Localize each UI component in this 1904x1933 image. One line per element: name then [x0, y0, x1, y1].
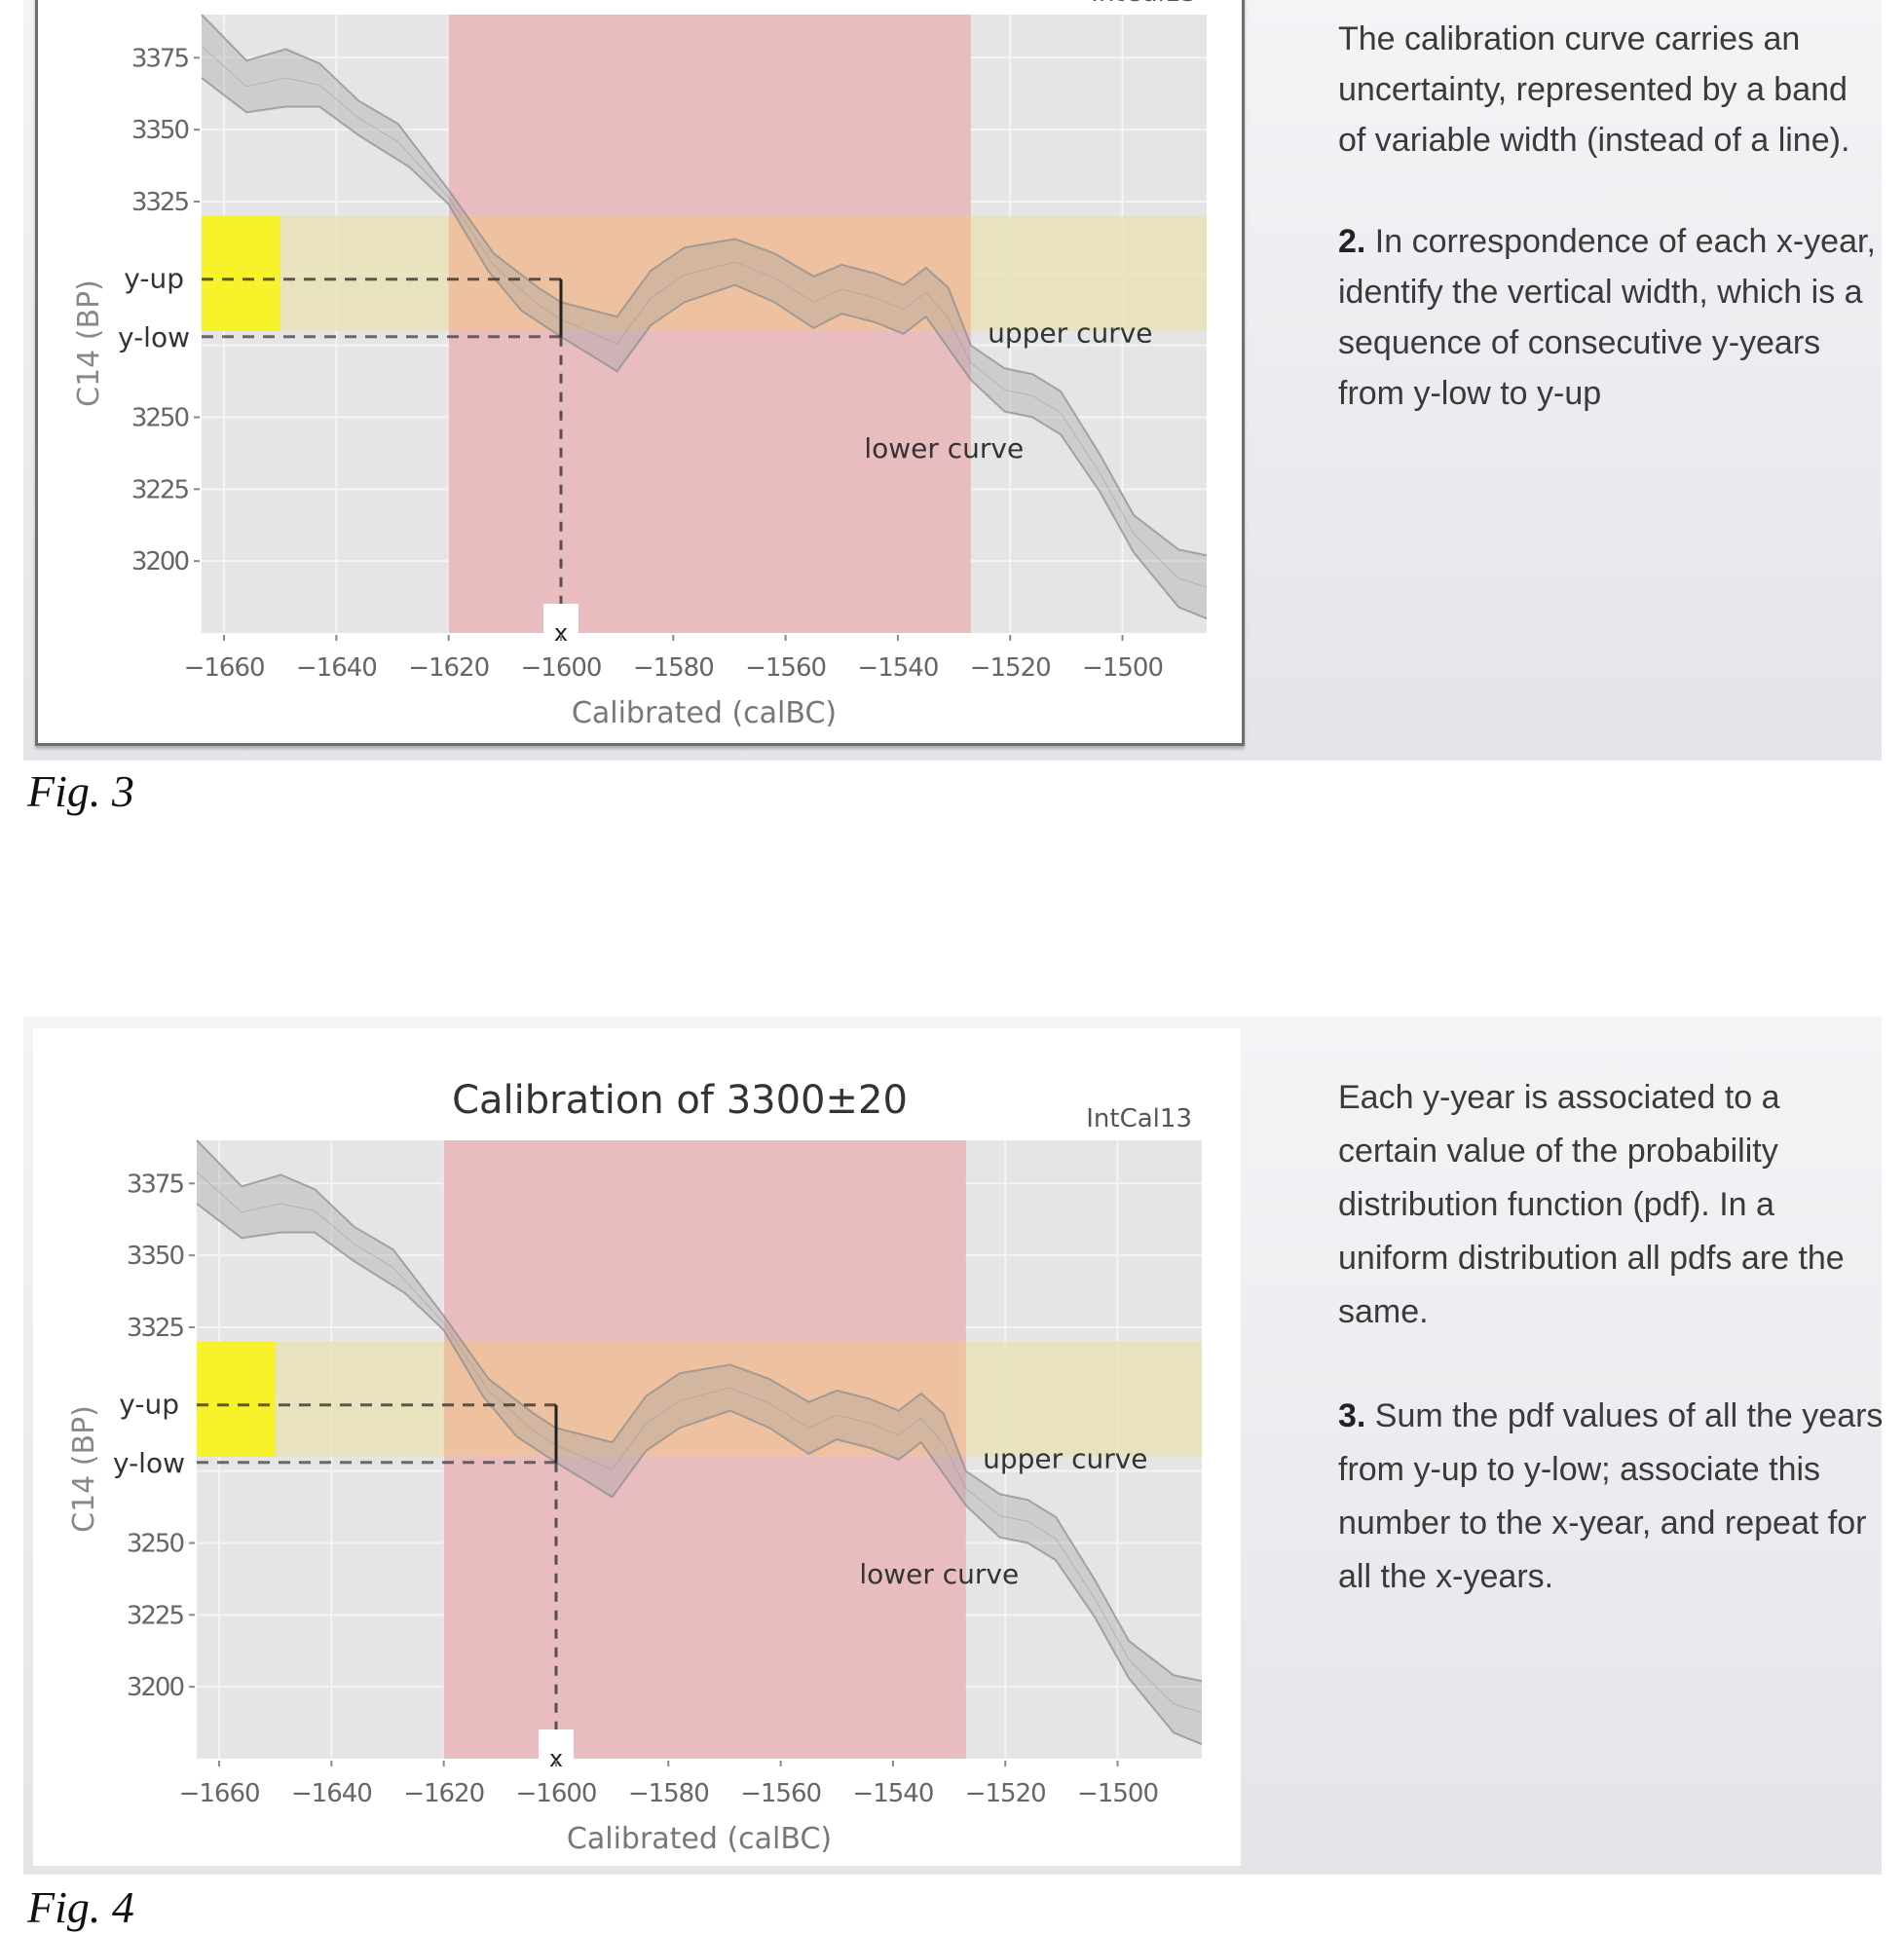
calibration-band — [202, 15, 1207, 619]
y-tick-label: 3200 — [131, 547, 189, 576]
chart-title: Calibration of 3300±20 — [452, 1078, 908, 1123]
x-tick-label: −1560 — [740, 1779, 821, 1808]
x-tick-label: −1600 — [516, 1779, 597, 1808]
x-tick-label: −1560 — [745, 653, 826, 683]
mean-curve-line — [196, 1171, 1203, 1714]
explanation-paragraph: Each y-year is associated to a certain v… — [1338, 1079, 1845, 1330]
y-tick-label: 3200 — [127, 1673, 184, 1702]
y-tick-label: 3225 — [131, 475, 189, 504]
lower-curve-line — [196, 1203, 1203, 1746]
curve-name-label: IntCal13 — [1091, 0, 1197, 8]
y-tick-label: 3225 — [127, 1601, 184, 1630]
figure-3-panel: x y-up y-low upper curve lower curve 3375 3350… — [23, 0, 1882, 761]
step-number: 2. — [1338, 223, 1366, 260]
x-tick-label: −1640 — [296, 653, 377, 683]
y-tick-label: 3250 — [131, 403, 189, 432]
explanation-step-3: 3. Sum the pdf values of all the years f… — [1338, 1397, 1884, 1595]
explanation-step-2: 2. In correspondence of each x-year, ide… — [1338, 223, 1876, 412]
x-tick-label: −1660 — [184, 653, 265, 683]
y-tick-label: 3350 — [127, 1242, 184, 1271]
figure-3-chart: x y-up y-low upper curve lower curve 3375 3350… — [35, 0, 1245, 746]
x-tick-label: −1520 — [965, 1779, 1046, 1808]
figure-4-panel: x y-up y-low upper curve lower curve 3375 3350… — [23, 1017, 1884, 1875]
y-axis-label: C14 (BP) — [72, 279, 106, 407]
y-low-label: y-low — [113, 1447, 185, 1479]
upper-curve-line — [196, 1139, 1203, 1683]
calibration-band — [197, 1140, 1202, 1745]
upper-curve-label: upper curve — [983, 1443, 1147, 1475]
x-marker-label: x — [549, 1745, 563, 1772]
lower-curve-label: lower curve — [859, 1558, 1019, 1590]
measurement-marker — [197, 1341, 276, 1457]
upper-curve-label: upper curve — [988, 317, 1152, 350]
y-tick-label: 3325 — [127, 1314, 184, 1343]
calibration-chart: x y-up y-low upper curve lower curve 3375 3350… — [72, 0, 1208, 730]
x-tick-label: −1600 — [521, 653, 602, 683]
curve-name-label: IntCal13 — [1086, 1104, 1192, 1134]
x-tick-label: −1540 — [857, 653, 938, 683]
x-tick-label: −1500 — [1077, 1779, 1158, 1808]
figure-4-chart: x y-up y-low upper curve lower curve 3375 3350… — [33, 1028, 1241, 1866]
calibration-chart: x y-up y-low upper curve lower curve 3375 3350… — [67, 1078, 1203, 1856]
upper-curve-line — [201, 14, 1208, 557]
x-tick-label: −1640 — [291, 1779, 372, 1808]
y-tick-label: 3250 — [127, 1529, 184, 1558]
x-tick-label: −1500 — [1082, 653, 1163, 683]
lower-curve-label: lower curve — [864, 432, 1024, 465]
y-tick-label: 3375 — [127, 1170, 184, 1199]
x-tick-label: −1540 — [852, 1779, 933, 1808]
band-overlap — [443, 1341, 966, 1457]
x-tick-label: −1620 — [403, 1779, 484, 1808]
band-overlap — [448, 215, 971, 331]
y-tick-label: 3325 — [131, 188, 189, 217]
step-number: 3. — [1338, 1397, 1366, 1434]
x-axis-label: Calibrated (calBC) — [572, 696, 837, 730]
y-tick-label: 3350 — [131, 116, 189, 145]
y-up-label: y-up — [124, 263, 184, 295]
x-tick-label: −1620 — [408, 653, 489, 683]
y-axis-label: C14 (BP) — [67, 1405, 101, 1533]
figure-caption: Fig. 3 — [27, 766, 134, 816]
measurement-marker — [202, 215, 280, 331]
figure-3-explanation: The calibration curve carries an uncerta… — [1338, 14, 1884, 469]
lower-curve-line — [201, 77, 1208, 620]
explanation-paragraph: The calibration curve carries an uncerta… — [1338, 20, 1850, 159]
x-tick-label: −1660 — [179, 1779, 260, 1808]
figure-4-explanation: Each y-year is associated to a certain v… — [1338, 1071, 1884, 1654]
x-axis-label: Calibrated (calBC) — [567, 1822, 832, 1856]
y-low-label: y-low — [118, 321, 190, 353]
x-marker-label: x — [554, 619, 568, 647]
y-tick-label: 3375 — [131, 44, 189, 73]
x-tick-label: −1520 — [970, 653, 1051, 683]
figure-caption: Fig. 4 — [27, 1882, 134, 1932]
y-up-label: y-up — [119, 1389, 179, 1421]
x-tick-label: −1580 — [628, 1779, 709, 1808]
mean-curve-line — [201, 46, 1208, 588]
x-tick-label: −1580 — [633, 653, 714, 683]
